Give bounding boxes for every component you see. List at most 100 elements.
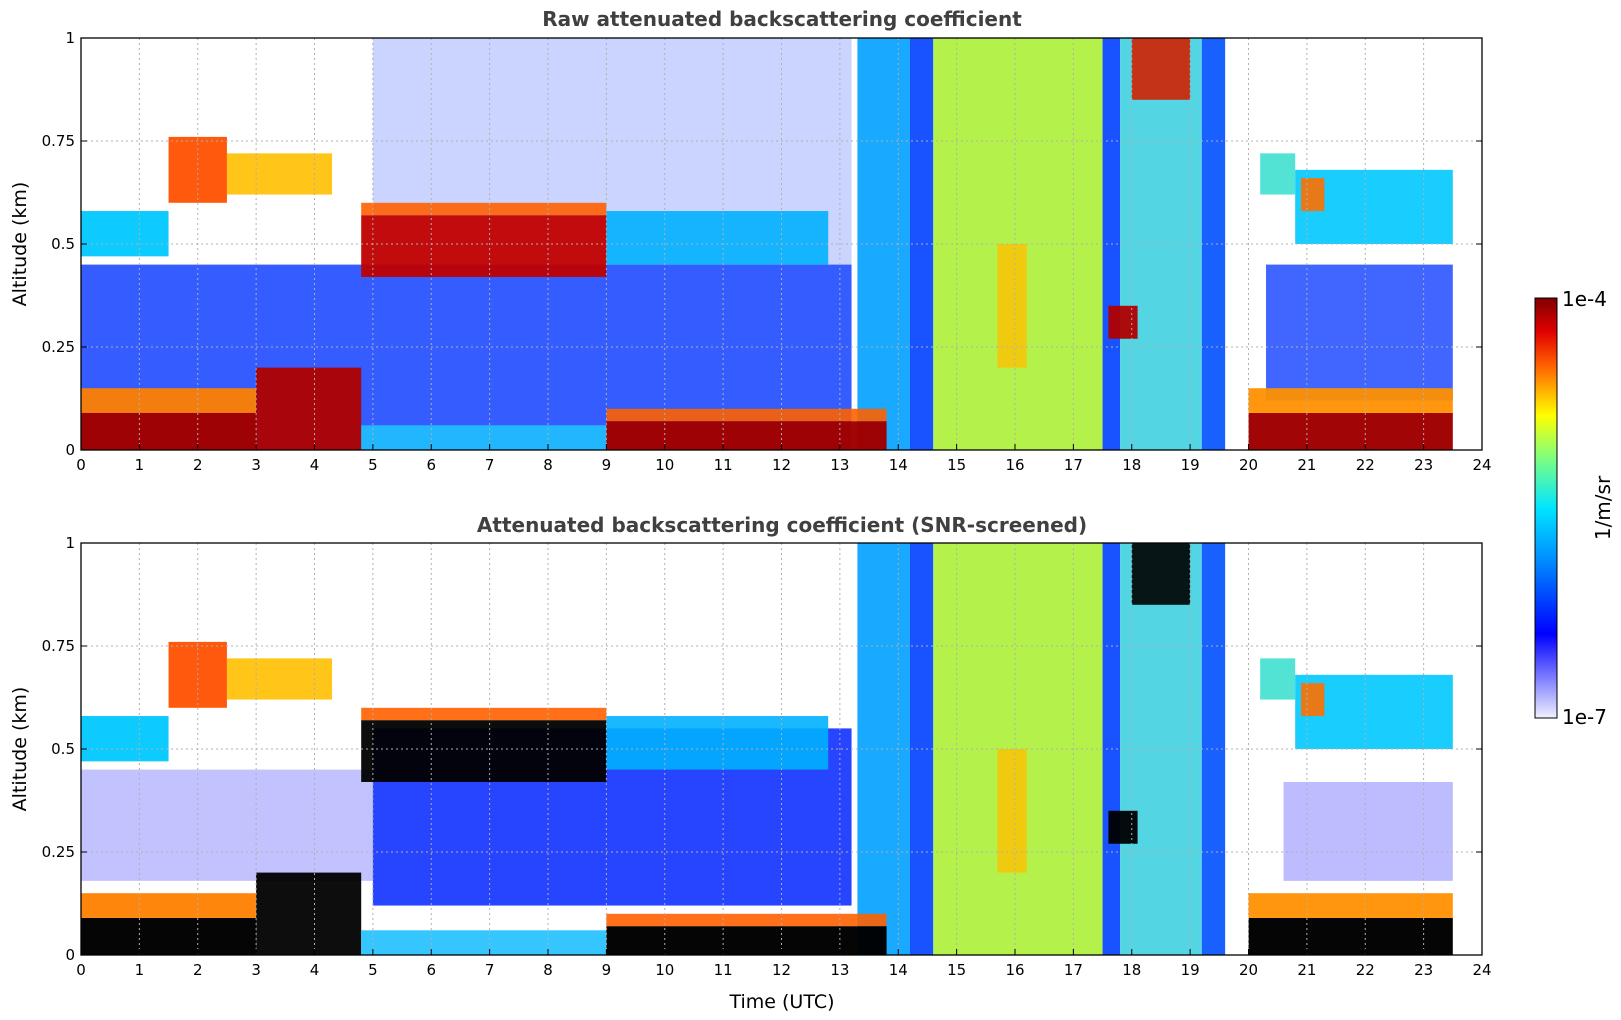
x-tick-label: 8	[543, 961, 553, 979]
y-tick-label: 0.25	[42, 843, 75, 861]
x-tick-label: 3	[251, 961, 261, 979]
x-tick-label: 16	[1005, 961, 1024, 979]
y-tick-label: 0.25	[42, 338, 75, 356]
y-tick-label: 0.5	[51, 235, 75, 253]
surface-band	[1248, 893, 1453, 918]
x-tick-label: 21	[1297, 456, 1316, 474]
x-tick-label: 11	[714, 456, 733, 474]
y-tick-label: 0	[65, 946, 75, 964]
panel2-title: Attenuated backscattering coefficient (S…	[477, 513, 1087, 537]
y-tick-label: 0.75	[42, 132, 75, 150]
surface-band	[606, 408, 887, 422]
noise-band	[1266, 264, 1453, 401]
x-tick-label: 24	[1472, 961, 1491, 979]
x-tick-label: 1	[135, 456, 145, 474]
x-tick-label: 5	[368, 456, 378, 474]
x-tick-label: 0	[76, 456, 86, 474]
layer-band	[1260, 658, 1296, 700]
layer-band	[606, 716, 829, 770]
layer-band	[361, 202, 607, 216]
colorbar-max-label: 1e-4	[1562, 287, 1607, 311]
surface-band	[81, 893, 257, 918]
surface-band	[606, 926, 887, 955]
panel1-heatmap-field	[81, 38, 1453, 450]
x-tick-label: 15	[947, 961, 966, 979]
x-tick-label: 14	[889, 961, 908, 979]
layer-band	[1260, 153, 1296, 195]
surface-band	[1248, 917, 1453, 955]
x-tick-label: 23	[1414, 456, 1433, 474]
x-tick-label: 17	[1064, 456, 1083, 474]
x-tick-label: 4	[310, 456, 320, 474]
surface-band	[1248, 388, 1453, 413]
precip-band	[1131, 38, 1191, 100]
panel1-plot: 0 1 2 3 4 5 6 7 8 9 10 11 12 13 14 15 16 17 18 19 20 21 22 23 24…	[42, 29, 1492, 474]
x-tick-label: 7	[485, 456, 495, 474]
y-tick-label: 0.5	[51, 740, 75, 758]
x-tick-label: 23	[1414, 961, 1433, 979]
panel1-x-ticks: 0 1 2 3 4 5 6 7 8 9 10 11 12 13 14 15 16 17 18 19 20 21 22 23 24	[76, 444, 1492, 474]
x-tick-label: 22	[1356, 456, 1375, 474]
layer-band	[1301, 683, 1325, 717]
panel1-frame	[80, 37, 1483, 451]
x-tick-label: 10	[655, 961, 674, 979]
x-tick-label: 7	[485, 961, 495, 979]
faint-band	[1283, 781, 1453, 881]
x-tick-label: 18	[1122, 961, 1141, 979]
x-tick-label: 19	[1181, 456, 1200, 474]
precip-band	[997, 749, 1027, 873]
x-tick-label: 5	[368, 961, 378, 979]
layer-band	[1301, 178, 1325, 212]
precip-band	[1108, 810, 1138, 844]
y-tick-label: 1	[65, 534, 75, 552]
panel2-x-ticks: 0 1 2 3 4 5 6 7 8 9 10 11 12 13 14 15 16 17 18 19 20 21 22 23 24	[76, 949, 1492, 979]
x-tick-label: 16	[1005, 456, 1024, 474]
x-tick-label: 2	[193, 961, 203, 979]
panel2-plot: 0 1 2 3 4 5 6 7 8 9 10 11 12 13 14 15 16 17 18 19 20 21 22 23 24…	[42, 534, 1492, 979]
x-tick-label: 18	[1122, 456, 1141, 474]
precip-band	[997, 244, 1027, 368]
surface-band	[361, 425, 607, 450]
faint-band	[81, 769, 373, 881]
panel2-ylabel: Altitude (km)	[9, 687, 31, 812]
panel2-y-ticks: 0 0.25 0.5 0.75 1	[42, 534, 1482, 964]
precip-band	[1131, 543, 1191, 605]
x-tick-label: 13	[830, 961, 849, 979]
x-tick-label: 6	[426, 456, 436, 474]
colorbar-unit-label: 1/m/sr	[1591, 475, 1615, 540]
x-tick-label: 11	[714, 961, 733, 979]
layer-band	[226, 153, 333, 195]
x-tick-label: 17	[1064, 961, 1083, 979]
y-tick-label: 0.75	[42, 637, 75, 655]
surface-band	[81, 388, 257, 413]
surface-band	[606, 913, 887, 927]
x-tick-label: 9	[602, 961, 612, 979]
surface-band	[256, 872, 362, 955]
surface-band	[81, 917, 257, 955]
x-tick-label: 14	[889, 456, 908, 474]
x-tick-label: 8	[543, 456, 553, 474]
precip-band	[1120, 38, 1202, 450]
x-tick-label: 4	[310, 961, 320, 979]
x-tick-label: 22	[1356, 961, 1375, 979]
surface-band	[256, 367, 362, 450]
layer-band	[361, 720, 607, 782]
x-tick-label: 12	[772, 456, 791, 474]
x-tick-label: 9	[602, 456, 612, 474]
colorbar: 1e-4 1e-7 1/m/sr	[1534, 287, 1615, 729]
x-tick-label: 10	[655, 456, 674, 474]
x-axis-label: Time (UTC)	[728, 991, 834, 1013]
panel1-y-ticks: 0 0.25 0.5 0.75 1	[42, 29, 1482, 459]
colorbar-min-label: 1e-7	[1562, 705, 1607, 729]
y-tick-label: 1	[65, 29, 75, 47]
panel2-grid	[81, 543, 1482, 955]
x-tick-label: 1	[135, 961, 145, 979]
layer-band	[361, 707, 607, 721]
x-tick-label: 12	[772, 961, 791, 979]
x-tick-label: 15	[947, 456, 966, 474]
layer-band	[361, 215, 607, 277]
surface-band	[81, 412, 257, 450]
x-tick-label: 21	[1297, 961, 1316, 979]
panel1-title: Raw attenuated backscattering coefficien…	[542, 7, 1022, 31]
